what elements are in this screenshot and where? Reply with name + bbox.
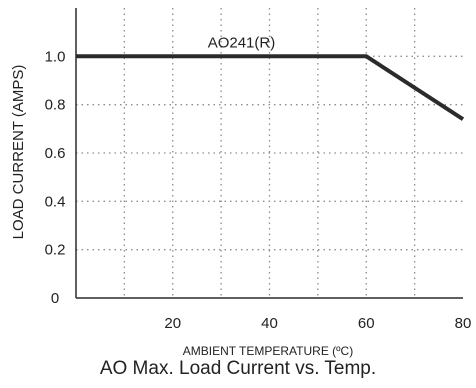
series-line: [76, 54, 465, 121]
x-axis-label: AMBIENT TEMPERATURE (ºC): [183, 344, 353, 358]
series-group: AO241(R): [76, 34, 465, 121]
y-tick-label: 1.0: [45, 48, 66, 65]
chart-caption: AO Max. Load Current vs. Temp.: [99, 358, 377, 379]
y-tick-label: 0.8: [45, 97, 66, 114]
x-tick-label: 80: [455, 315, 472, 332]
y-tick-labels: 0 0.2 0.4 0.6 0.8 1.0: [45, 48, 66, 307]
y-axis-label: LOAD CURRENT (AMPS): [10, 65, 27, 240]
y-tick-label: 0: [51, 290, 59, 307]
y-tick-label: 0.6: [45, 145, 66, 162]
series-label: AO241(R): [208, 34, 276, 51]
x-tick-label: 20: [164, 315, 181, 332]
y-tick-label: 0.4: [45, 193, 66, 210]
x-tick-label: 40: [261, 315, 278, 332]
x-tick-labels: 20 40 60 80: [164, 315, 471, 332]
x-tick-label: 60: [358, 315, 375, 332]
y-tick-label: 0.2: [45, 242, 66, 259]
grid: [76, 8, 463, 298]
